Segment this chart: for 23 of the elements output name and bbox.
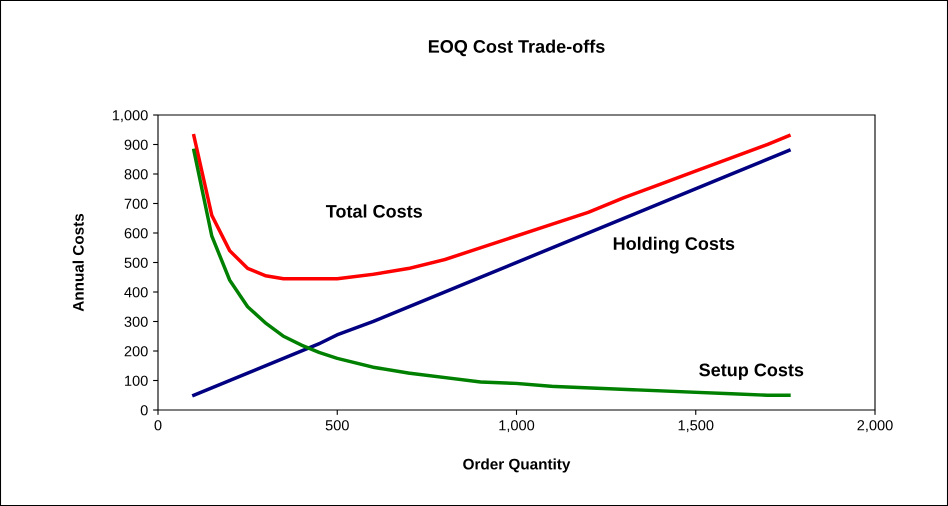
text: Total Costs [326,204,422,218]
x-tick-label: 1,000 [499,420,534,432]
series-label: Setup Costs [699,364,804,380]
x-axis-title: Order Quantity [463,458,570,473]
x-tick-label: 500 [326,420,349,430]
y-tick-label: 300 [124,316,148,327]
y-tick-label: 1,000 [112,110,148,122]
y-tick-label: 200 [124,346,148,356]
chart-title: EOQ Cost Trade-offs [428,40,605,56]
y-tick-label: 600 [124,228,148,238]
x-tick-label: 0 [154,420,162,430]
y-tick-label: 900 [124,140,148,150]
line-series [192,134,791,280]
series-label: Holding Costs [614,236,734,254]
y-axis-title: Annual Costs [72,214,84,312]
y-tick-label: 400 [124,287,148,298]
y-tick-label: 100 [125,376,148,386]
y-tick-label: 700 [124,198,148,209]
x-tick-label: 2,000 [857,420,893,432]
y-tick-label: 0 [140,405,148,416]
x-tick-label: 1,500 [678,420,714,432]
y-tick-label: 500 [124,258,148,268]
y-tick-label: 800 [124,169,148,180]
